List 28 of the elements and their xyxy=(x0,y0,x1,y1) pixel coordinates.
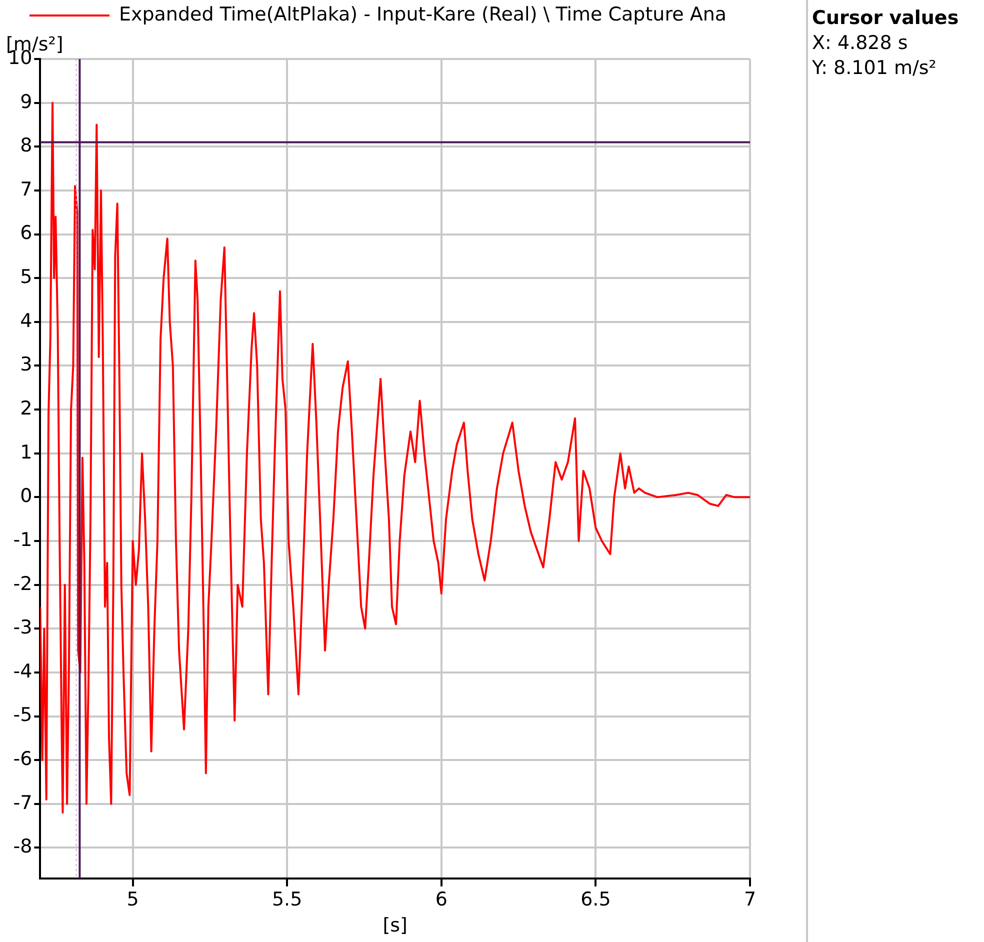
y-tick-label: -4 xyxy=(13,660,32,682)
legend-label: Expanded Time(AltPlaka) - Input-Kare (Real) \ Time Capture Ana xyxy=(118,3,727,26)
text: X: 4.828 s xyxy=(812,31,909,56)
x-tick-label: 6 xyxy=(435,888,448,911)
x-tick-label: 7 xyxy=(744,888,756,911)
y-tick-label: -3 xyxy=(13,616,32,639)
y-tick-label: 9 xyxy=(20,90,32,113)
y-tick-label: 8 xyxy=(20,134,32,157)
y-tick-label: 7 xyxy=(20,178,32,200)
y-tick-label: -5 xyxy=(13,704,32,726)
text: Y: 8.101 m/s² xyxy=(812,56,938,81)
y-tick-label: 0 xyxy=(20,485,32,508)
y-tick-label: 1 xyxy=(20,441,32,464)
y-tick-label: 2 xyxy=(20,397,32,420)
y-tick-label: -1 xyxy=(13,528,32,551)
text: Cursor values xyxy=(812,6,960,31)
y-tick-label: -6 xyxy=(13,748,32,770)
x-axis-title: [s] xyxy=(382,914,408,937)
x-tick-label: 5 xyxy=(126,888,139,911)
y-tick-label: 6 xyxy=(20,222,32,244)
y-tick-label: -2 xyxy=(13,572,32,595)
x-tick-label: 6.5 xyxy=(580,888,611,911)
y-tick-label: 5 xyxy=(20,266,32,288)
y-tick-label: -7 xyxy=(13,792,32,814)
y-tick-label: 4 xyxy=(20,310,32,332)
x-tick-label: 5.5 xyxy=(272,888,302,911)
y-tick-label: 3 xyxy=(20,354,32,376)
y-tick-label: -8 xyxy=(13,836,32,858)
